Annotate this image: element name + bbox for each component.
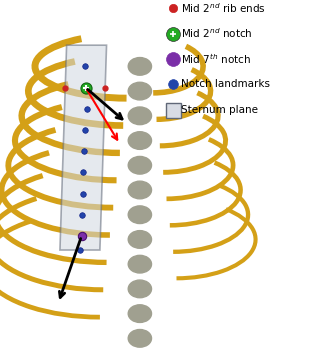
Ellipse shape [128,255,152,273]
Text: Mid 2$^{nd}$ notch: Mid 2$^{nd}$ notch [181,27,253,41]
Ellipse shape [128,58,152,75]
Text: Sternum plane: Sternum plane [181,105,258,115]
Ellipse shape [128,156,152,174]
Ellipse shape [128,231,152,248]
Ellipse shape [128,280,152,298]
Polygon shape [60,45,107,250]
Text: Mid 2$^{nd}$ rib ends: Mid 2$^{nd}$ rib ends [181,1,266,15]
Ellipse shape [128,330,152,347]
Text: Mid 7$^{th}$ notch: Mid 7$^{th}$ notch [181,52,251,66]
Ellipse shape [128,82,152,100]
Ellipse shape [128,107,152,125]
Ellipse shape [128,132,152,150]
Ellipse shape [128,181,152,199]
Text: Notch landmarks: Notch landmarks [181,79,270,89]
Ellipse shape [128,305,152,323]
Bar [166,104,181,117]
Ellipse shape [128,206,152,224]
